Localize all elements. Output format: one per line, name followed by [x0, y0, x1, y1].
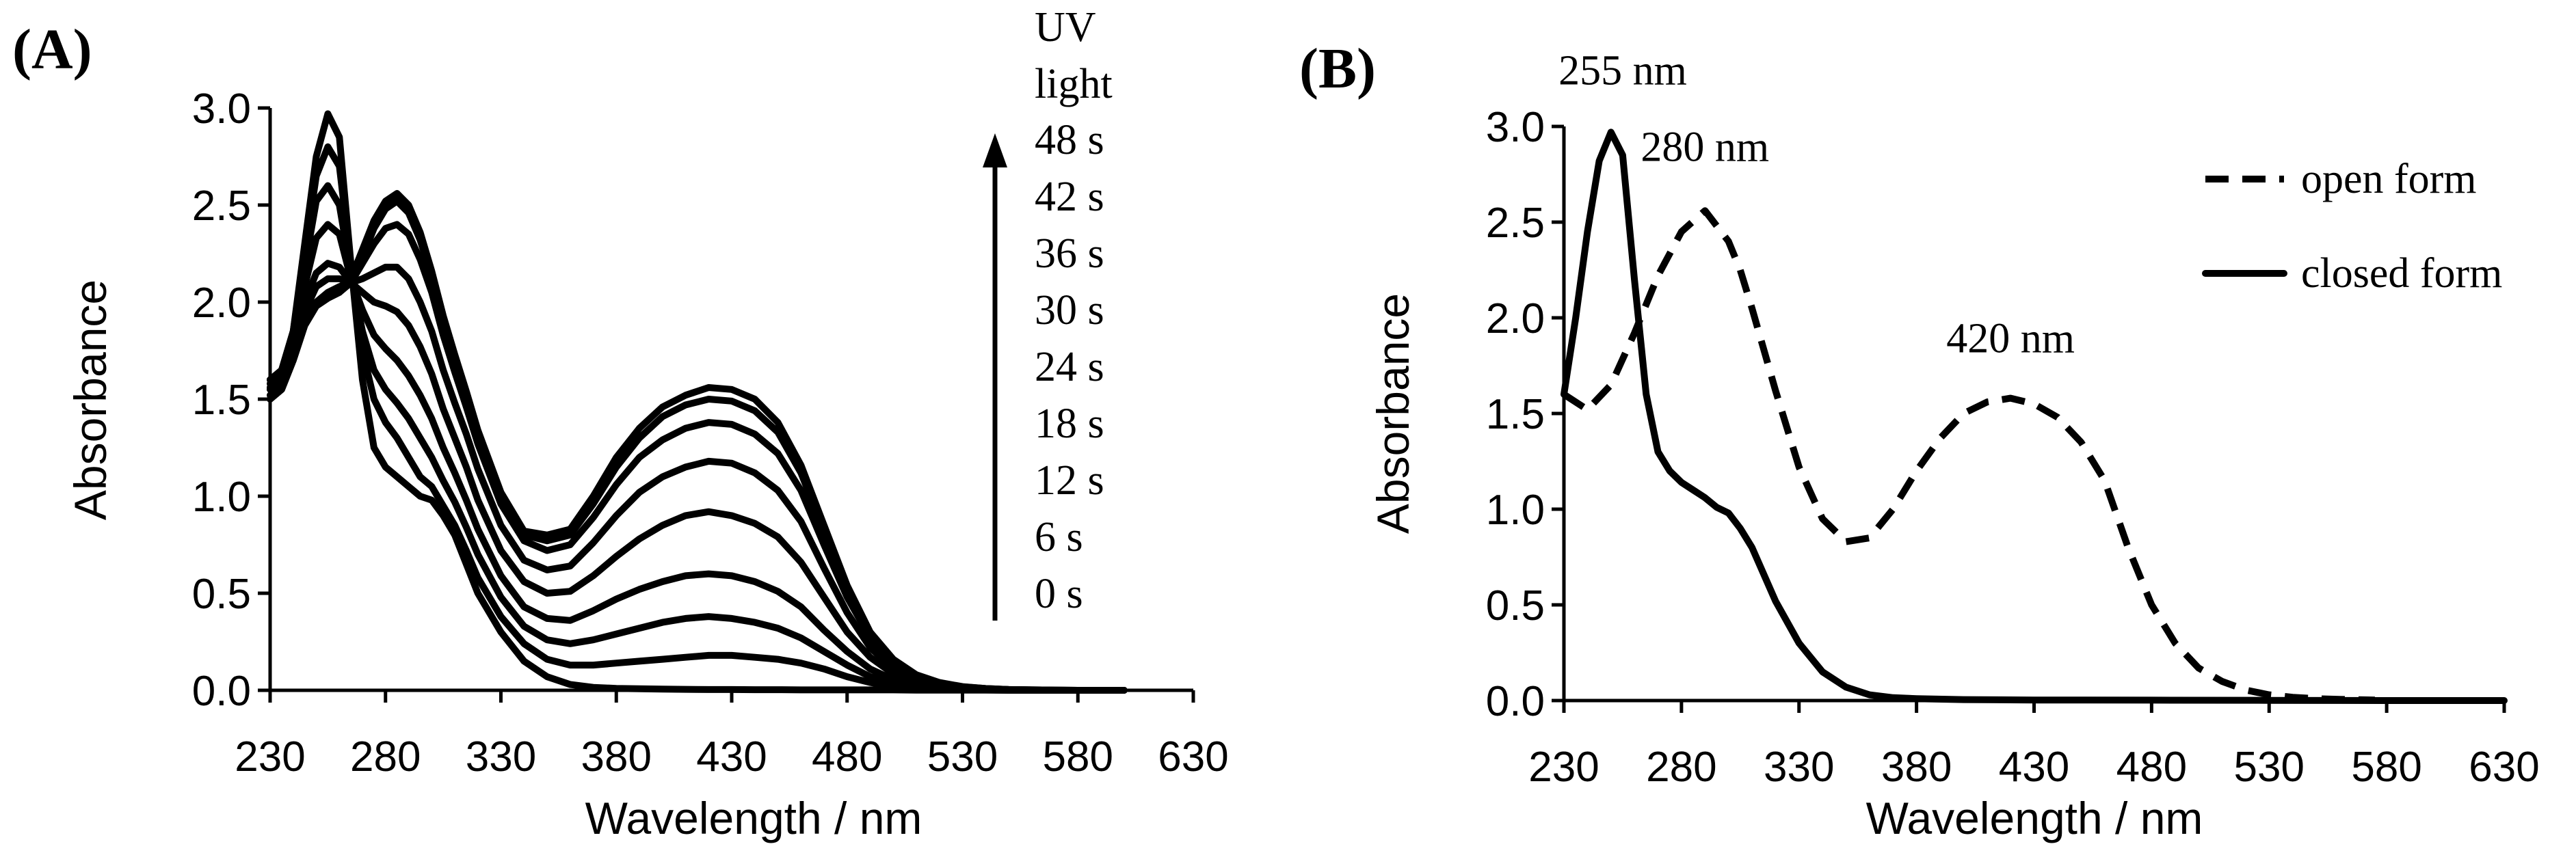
panel-b-ticks: 230 280 330 380 430 480 530 580 630 0.0 0.5 1.0 1.5 2…: [1486, 104, 2540, 791]
legend-a-entry: 0 s: [1035, 571, 1083, 617]
peak-annotation: 280 nm: [1641, 124, 1769, 170]
peak-annotation: 420 nm: [1946, 315, 2075, 362]
y-tick-label: 1.0: [1486, 487, 1545, 534]
peak-annotation: 255 nm: [1558, 47, 1687, 94]
x-tick-label: 230: [235, 733, 305, 781]
series-line-open-form: [1562, 207, 2375, 704]
panel-b-x-axis-label: Wavelength / nm: [1866, 793, 2203, 843]
y-tick-label: 0.5: [192, 571, 251, 618]
legend-a-title-line1: UV: [1035, 4, 1096, 51]
panel-a-ticks: 230 280 330 380 430 480 530 580 630 0.0 0.5 1.0 1.5 2…: [192, 85, 1229, 781]
x-tick-label: 430: [1999, 744, 2069, 791]
legend-a-entry: 6 s: [1035, 514, 1083, 560]
y-tick-label: 1.0: [192, 474, 251, 521]
y-tick-label: 2.0: [1486, 295, 1545, 342]
x-tick-label: 530: [927, 733, 998, 781]
legend-a-entry: 18 s: [1035, 401, 1104, 447]
x-tick-label: 380: [1881, 744, 1952, 791]
panel-b-y-axis-label: Absorbance: [1368, 293, 1418, 534]
uv-arrow-head: [983, 133, 1007, 167]
panel-a-y-axis-label: Absorbance: [65, 280, 116, 520]
y-tick-label: 3.0: [192, 85, 251, 133]
x-tick-label: 630: [2469, 744, 2539, 791]
panel-a: (A) 230 280 330 380 430 480 530 580 630 0.0 0.5 1.0…: [12, 4, 1229, 843]
x-tick-label: 280: [350, 733, 421, 781]
legend-a-entry: 24 s: [1035, 344, 1104, 390]
y-tick-label: 0.0: [192, 668, 251, 715]
x-tick-label: 330: [1764, 744, 1834, 791]
y-tick-label: 2.5: [1486, 200, 1545, 247]
panel-b-label: (B): [1299, 37, 1376, 100]
legend-a-entry: 30 s: [1035, 287, 1104, 334]
x-tick-label: 230: [1528, 744, 1599, 791]
y-tick-label: 2.0: [192, 280, 251, 327]
x-tick-label: 580: [1043, 733, 1113, 781]
y-tick-label: 1.5: [1486, 391, 1545, 438]
y-tick-label: 3.0: [1486, 104, 1545, 151]
y-tick-label: 1.5: [192, 377, 251, 424]
legend-a-entry: 12 s: [1035, 457, 1104, 504]
panel-a-curves: [267, 110, 1128, 694]
legend-a-entry: 42 s: [1035, 174, 1104, 220]
panel-a-label: (A): [12, 18, 92, 81]
x-tick-label: 480: [2116, 744, 2187, 791]
x-tick-label: 330: [466, 733, 536, 781]
x-tick-label: 630: [1158, 733, 1228, 781]
x-tick-label: 480: [812, 733, 882, 781]
x-tick-label: 580: [2351, 744, 2421, 791]
x-tick-label: 280: [1646, 744, 1716, 791]
y-tick-label: 2.5: [192, 182, 251, 230]
legend-a-title-line2: light: [1035, 61, 1113, 107]
series-line-48s: [267, 190, 1128, 694]
x-tick-label: 530: [2234, 744, 2305, 791]
legend-a-entry: 48 s: [1035, 117, 1104, 163]
panel-a-legend: 48 s 42 s 36 s 30 s 24 s 18 s 12 s 6 s 0 s: [1035, 117, 1104, 617]
x-tick-label: 430: [696, 733, 767, 781]
y-tick-label: 0.5: [1486, 582, 1545, 629]
panel-b-annotations: 255 nm 280 nm 420 nm: [1558, 47, 2075, 362]
y-tick-label: 0.0: [1486, 678, 1545, 725]
panel-b: (B) 230 280 330 380 430 480 530 580 630 0.0 0.5 1.0…: [1299, 37, 2540, 843]
legend-b-closed-label: closed form: [2301, 250, 2502, 297]
legend-a-entry: 36 s: [1035, 230, 1104, 277]
panel-a-x-axis-label: Wavelength / nm: [585, 793, 922, 843]
legend-b-open-label: open form: [2301, 156, 2477, 202]
x-tick-label: 380: [581, 733, 652, 781]
